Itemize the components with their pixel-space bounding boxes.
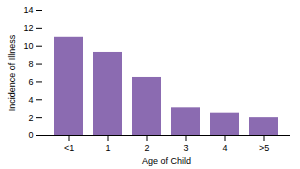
- svg-text:14: 14: [23, 5, 33, 15]
- svg-text:3: 3: [183, 143, 188, 153]
- svg-text:2: 2: [28, 113, 33, 123]
- svg-text:8: 8: [28, 59, 33, 69]
- svg-text:0: 0: [28, 130, 33, 140]
- svg-text:Age of Child: Age of Child: [142, 156, 191, 166]
- svg-text:4: 4: [222, 143, 227, 153]
- svg-text:<1: <1: [64, 143, 74, 153]
- svg-text:>5: >5: [259, 143, 269, 153]
- svg-text:Incidence of Illness: Incidence of Illness: [7, 34, 17, 111]
- svg-text:1: 1: [105, 143, 110, 153]
- svg-text:2: 2: [144, 143, 149, 153]
- svg-text:12: 12: [23, 23, 33, 33]
- svg-text:6: 6: [28, 77, 33, 87]
- svg-text:10: 10: [23, 41, 33, 51]
- svg-text:4: 4: [28, 95, 33, 105]
